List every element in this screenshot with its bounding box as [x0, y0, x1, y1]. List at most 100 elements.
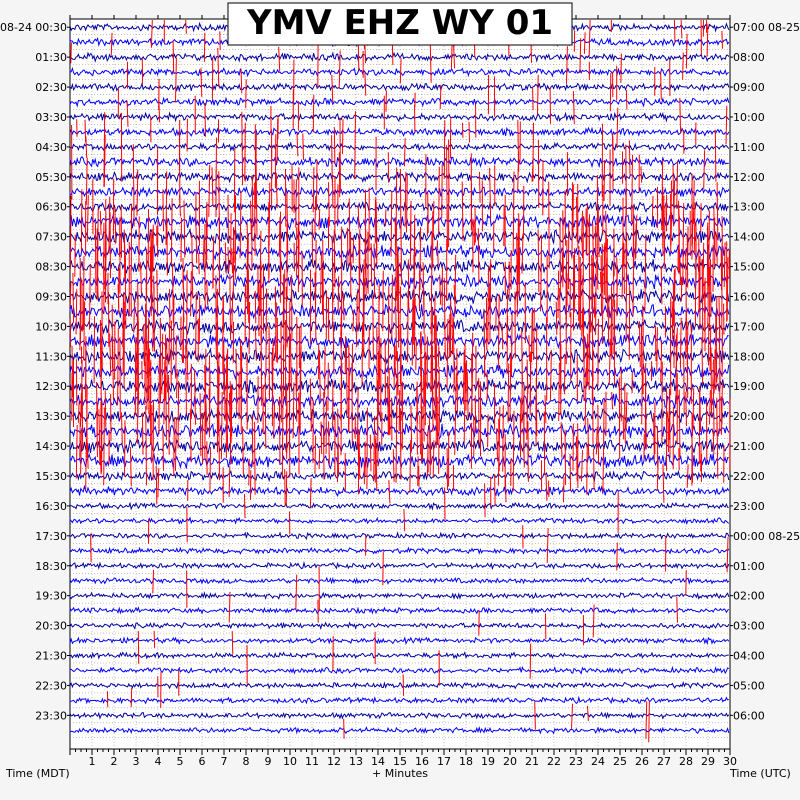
clipped-spike	[437, 346, 440, 368]
x-tick-label: 12	[327, 755, 341, 768]
right-time-label: 23:00	[733, 500, 765, 513]
clipped-spike	[199, 393, 202, 457]
x-tick-label: 30	[723, 755, 737, 768]
right-time-label: 02:00	[733, 590, 765, 603]
clipped-spike	[509, 356, 512, 421]
clipped-spike	[583, 32, 586, 54]
clipped-spike	[443, 120, 446, 179]
clipped-spike	[182, 309, 184, 363]
clipped-spike	[625, 392, 628, 430]
clipped-spike	[208, 164, 211, 217]
clipped-spike	[375, 435, 378, 491]
clipped-spike	[451, 312, 454, 353]
left-time-label: 16:30	[35, 500, 67, 513]
clipped-spike	[231, 298, 234, 329]
clipped-spike	[456, 348, 458, 413]
clipped-spike	[370, 243, 373, 287]
clipped-spike	[136, 169, 139, 216]
clipped-spike	[714, 129, 717, 182]
clipped-spike	[593, 448, 595, 490]
x-tick-label: 22	[547, 755, 561, 768]
clipped-spike	[663, 204, 666, 270]
clipped-spike	[189, 409, 192, 462]
clipped-spike	[255, 163, 258, 237]
clipped-spike	[421, 406, 423, 464]
clipped-spike	[206, 281, 209, 306]
clipped-spike	[322, 239, 325, 328]
left-time-label: 05:30	[35, 171, 67, 184]
clipped-spike	[275, 302, 277, 358]
clipped-spike	[449, 327, 452, 356]
clipped-spike	[521, 233, 524, 274]
clipped-spike	[241, 111, 244, 186]
clipped-spike	[112, 336, 114, 401]
clipped-spike	[692, 180, 695, 225]
clipped-spike	[667, 411, 669, 453]
clipped-spike	[716, 421, 719, 479]
clipped-spike	[166, 217, 168, 276]
clipped-spike	[342, 119, 344, 154]
trace-line	[69, 725, 730, 735]
clipped-spike	[177, 380, 180, 449]
clipped-spike	[217, 47, 220, 87]
clipped-spike	[85, 438, 87, 491]
clipped-spike	[438, 166, 440, 235]
clipped-spike	[566, 46, 568, 84]
clipped-spike	[211, 167, 214, 206]
clipped-spike	[164, 334, 167, 401]
clipped-spike	[674, 268, 676, 298]
right-time-label: 00:00 08-25	[733, 530, 800, 543]
clipped-spike	[546, 528, 549, 564]
clipped-spike	[224, 242, 227, 274]
clipped-spike	[205, 400, 208, 431]
clipped-spike	[471, 352, 473, 416]
clipped-spike	[254, 421, 256, 495]
clipped-spike	[318, 448, 321, 469]
clipped-spike	[69, 195, 72, 269]
trace-line	[69, 185, 730, 199]
clipped-spike	[680, 276, 683, 302]
clipped-spike	[692, 388, 695, 431]
clipped-spike	[507, 363, 510, 423]
chart-title: YMV EHZ WY 01	[246, 3, 553, 43]
clipped-spike	[129, 446, 132, 487]
clipped-spike	[413, 298, 416, 354]
x-tick-label: 18	[459, 755, 473, 768]
left-time-label: 12:30	[35, 380, 67, 393]
trace-line	[69, 347, 730, 365]
clipped-spike	[152, 569, 154, 594]
clipped-spike	[487, 266, 489, 343]
clipped-spike	[703, 150, 706, 190]
x-tick-label: 16	[415, 755, 429, 768]
x-tick-label: 20	[503, 755, 517, 768]
clipped-spike	[292, 382, 295, 439]
clipped-spike	[612, 265, 615, 307]
x-tick-label: 3	[133, 755, 140, 768]
clipped-spike	[309, 478, 312, 508]
clipped-spike	[654, 325, 657, 362]
clipped-spike	[302, 133, 304, 160]
clipped-spike	[357, 387, 359, 449]
clipped-spike	[248, 458, 250, 486]
x-tick-label: 23	[569, 755, 583, 768]
clipped-spike	[80, 359, 83, 419]
clipped-spike	[400, 218, 403, 286]
clipped-spike	[660, 340, 663, 383]
clipped-spike	[670, 212, 673, 245]
left-time-label: 17:30	[35, 530, 67, 543]
clipped-spike	[150, 242, 153, 317]
clipped-spike	[344, 336, 347, 375]
clipped-spike	[399, 408, 402, 480]
clipped-spike	[396, 246, 399, 301]
clipped-spike	[596, 217, 599, 290]
clipped-spike	[468, 121, 470, 143]
clipped-spike	[260, 260, 262, 343]
clipped-spike	[454, 254, 457, 315]
clipped-spike	[662, 463, 665, 503]
left-time-label: 13:30	[35, 410, 67, 423]
clipped-spike	[166, 338, 168, 393]
clipped-spike	[86, 442, 89, 469]
clipped-spike	[685, 391, 687, 426]
clipped-spike	[231, 631, 234, 655]
